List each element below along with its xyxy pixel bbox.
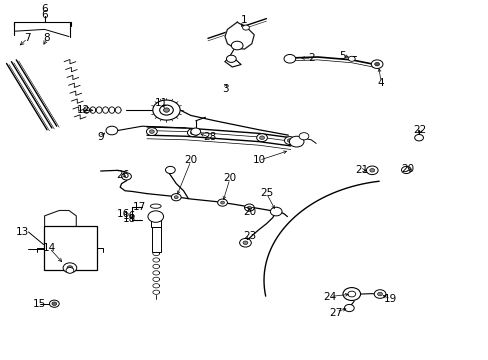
Circle shape [66, 267, 74, 273]
Circle shape [284, 54, 295, 63]
Text: 3: 3 [221, 84, 228, 94]
Text: 16: 16 [117, 208, 130, 219]
Bar [152, 227, 160, 252]
Text: 7: 7 [24, 33, 31, 43]
Circle shape [414, 134, 423, 141]
Text: 17: 17 [133, 202, 146, 212]
Circle shape [347, 291, 355, 297]
Circle shape [239, 238, 251, 247]
Circle shape [190, 131, 195, 134]
Circle shape [149, 130, 154, 134]
Text: 19: 19 [384, 294, 397, 304]
Ellipse shape [150, 204, 161, 208]
Text: 23: 23 [242, 231, 256, 240]
Circle shape [373, 290, 385, 298]
Circle shape [270, 207, 282, 216]
Circle shape [49, 300, 59, 307]
Text: 2: 2 [308, 53, 314, 63]
Text: 18: 18 [123, 215, 136, 224]
Circle shape [171, 194, 181, 201]
Circle shape [52, 302, 57, 306]
Text: 20: 20 [223, 173, 236, 183]
Circle shape [190, 128, 200, 135]
Circle shape [289, 136, 304, 147]
Text: 21: 21 [354, 165, 367, 175]
Circle shape [148, 211, 163, 222]
Text: 20: 20 [243, 207, 255, 217]
Circle shape [377, 292, 382, 296]
Text: 28: 28 [203, 132, 217, 142]
Text: 9: 9 [97, 132, 104, 142]
Text: 27: 27 [329, 308, 342, 318]
Circle shape [174, 196, 178, 199]
Text: 22: 22 [412, 125, 426, 135]
Circle shape [122, 173, 131, 180]
Circle shape [159, 105, 173, 115]
Text: 20: 20 [184, 155, 197, 165]
Text: 6: 6 [41, 4, 48, 14]
Circle shape [287, 139, 292, 142]
Text: 12: 12 [77, 105, 90, 115]
Bar [151, 217, 160, 226]
Circle shape [244, 204, 254, 211]
Circle shape [259, 136, 264, 139]
Circle shape [366, 166, 377, 175]
Text: 26: 26 [116, 170, 129, 180]
Text: 11: 11 [155, 98, 168, 108]
Circle shape [217, 199, 227, 206]
Text: 24: 24 [323, 292, 336, 302]
Circle shape [106, 126, 118, 135]
Circle shape [374, 62, 379, 66]
Text: 4: 4 [377, 78, 384, 88]
Circle shape [220, 201, 224, 204]
Text: 25: 25 [259, 188, 272, 198]
Circle shape [247, 206, 251, 209]
Polygon shape [224, 22, 254, 49]
Circle shape [256, 134, 267, 141]
Circle shape [146, 128, 157, 135]
Text: 14: 14 [43, 243, 56, 253]
Text: 8: 8 [43, 33, 50, 43]
Text: 1: 1 [241, 15, 247, 26]
Circle shape [153, 100, 180, 120]
Circle shape [344, 305, 353, 312]
Bar [43, 226, 97, 270]
Text: 5: 5 [338, 51, 345, 61]
Circle shape [342, 288, 360, 301]
Circle shape [165, 166, 175, 174]
Circle shape [284, 136, 295, 144]
Circle shape [347, 56, 354, 61]
Circle shape [187, 129, 198, 136]
Text: 10: 10 [252, 155, 265, 165]
Circle shape [163, 108, 169, 112]
Circle shape [67, 266, 73, 270]
Text: 6: 6 [41, 10, 48, 20]
Circle shape [299, 133, 308, 140]
Circle shape [242, 25, 249, 30]
Circle shape [226, 55, 236, 62]
Circle shape [231, 41, 243, 50]
Circle shape [401, 166, 410, 174]
Text: 13: 13 [16, 227, 29, 237]
Circle shape [243, 241, 247, 244]
Text: 16: 16 [123, 211, 136, 221]
Text: 15: 15 [33, 299, 46, 309]
Circle shape [63, 263, 77, 273]
Circle shape [369, 168, 374, 172]
Circle shape [370, 60, 382, 68]
Text: 20: 20 [401, 164, 413, 174]
